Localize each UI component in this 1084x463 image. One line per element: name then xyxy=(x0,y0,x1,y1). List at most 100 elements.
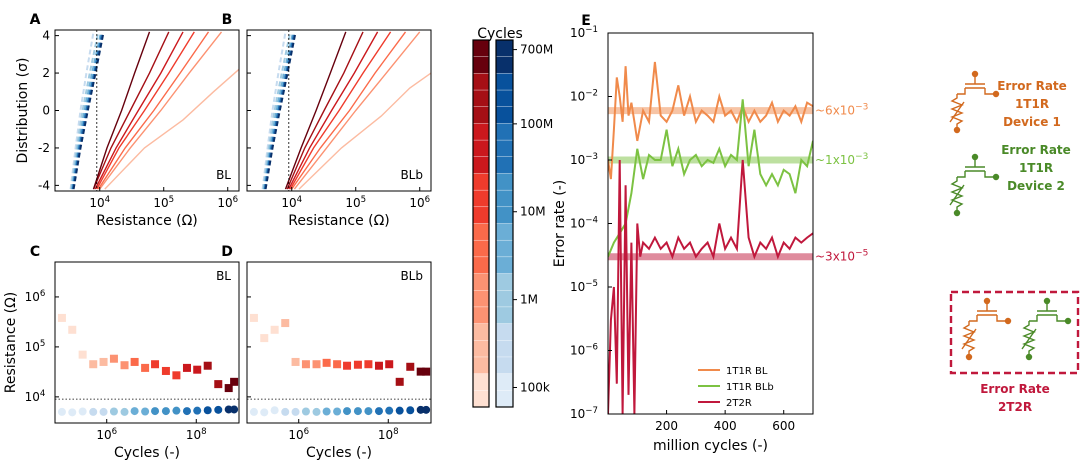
x-tick-label: 200 xyxy=(655,419,678,433)
panel-letter: C xyxy=(30,244,40,260)
hrs-point xyxy=(281,319,290,328)
colorbar-red-segment xyxy=(472,106,490,125)
colorbar-tick-label: 10M xyxy=(520,205,546,219)
colorbar-blue-segment xyxy=(495,323,514,341)
colorbar-red-segment xyxy=(472,290,490,308)
lrs-point xyxy=(203,406,212,415)
colorbar-red-segment xyxy=(472,306,490,325)
y-axis-label: Error rate (-) xyxy=(552,180,568,267)
hrs-curve-300k xyxy=(293,31,421,190)
hrs-point xyxy=(406,362,415,371)
panel-e-error-rate: ~6x10−3 ~1x10−3 ~3x10−5 200 400 600 10−7 10−6 10… xyxy=(552,13,868,454)
device-1-title-line: 1T1R xyxy=(1015,97,1049,111)
hrs-point xyxy=(203,361,212,370)
colorbar-cycles: 700M 100M 10M 1M 100k Cycles xyxy=(472,26,553,408)
lrs-point xyxy=(99,407,108,416)
colorbar-red-segment xyxy=(472,273,490,291)
y-tick-label: 10−2 xyxy=(570,89,598,104)
hrs-curve-100k xyxy=(298,72,432,190)
axes-frame xyxy=(54,261,240,424)
hrs-point xyxy=(230,377,239,386)
y-tick-label: -2 xyxy=(38,141,50,155)
hrs-point xyxy=(374,361,383,370)
lrs-curve-100M xyxy=(263,31,296,190)
series-line-2t2r xyxy=(608,159,813,414)
colorbar-red-segment xyxy=(472,323,490,341)
hrs-point xyxy=(109,354,118,363)
lrs-point xyxy=(333,407,342,416)
y-tick-label: 10−1 xyxy=(570,25,598,40)
panel-letter: D xyxy=(221,244,233,260)
colorbar-red-segment xyxy=(472,256,490,275)
hrs-point xyxy=(224,384,233,393)
transistor-drain xyxy=(984,88,995,95)
lrs-point xyxy=(364,407,373,416)
reference-label: ~6x10−3 xyxy=(815,103,868,118)
terminal-dot xyxy=(971,153,979,161)
hrs-point xyxy=(416,367,425,376)
panel-letter: B xyxy=(222,12,233,28)
hrs-curve-700M xyxy=(284,31,347,190)
panel-letter: E xyxy=(581,13,591,29)
colorbar-blue-segment xyxy=(495,123,514,141)
hrs-point xyxy=(395,377,404,386)
y-tick-label: -4 xyxy=(38,178,50,192)
axes-frame xyxy=(54,29,240,192)
terminal-dot xyxy=(1004,317,1012,325)
colorbar-red-segment xyxy=(472,173,490,191)
lrs-point xyxy=(395,406,404,415)
hrs-point xyxy=(270,325,279,334)
x-tick-label: 104 xyxy=(89,195,110,210)
pair-device-a-schematic xyxy=(961,297,1012,361)
x-tick-label: 106 xyxy=(409,195,430,210)
colorbar-blue-segment xyxy=(495,106,514,125)
panel-annotation: BLb xyxy=(400,269,423,283)
colorbar-tick-label: 700M xyxy=(520,43,553,57)
terminal-dot xyxy=(953,126,961,134)
lrs-point xyxy=(260,408,269,417)
x-axis-label: Resistance (Ω) xyxy=(96,213,198,229)
device-1-title-line: Error Rate xyxy=(997,79,1067,93)
y-tick-label: 2 xyxy=(42,66,50,80)
terminal-dot xyxy=(1025,353,1033,361)
y-tick-label: 0 xyxy=(42,104,50,118)
colorbar-red-segment xyxy=(472,223,490,241)
x-tick-label: 104 xyxy=(281,195,302,210)
y-tick-label: 10−4 xyxy=(570,216,598,231)
panel-c-resistance-bl: 106 108 104 105 106 Cycles (-) Resistance (Ω) B… xyxy=(3,244,240,461)
colorbar-blue-segment xyxy=(495,273,514,291)
device-1-title-line: Device 1 xyxy=(1003,115,1061,129)
y-tick-label: 106 xyxy=(25,289,46,304)
hrs-point xyxy=(385,360,394,369)
hrs-point xyxy=(364,360,373,369)
colorbar-tick-label: 100k xyxy=(520,381,550,395)
x-tick-label: 106 xyxy=(217,195,238,210)
x-axis-label: Cycles (-) xyxy=(306,445,372,461)
lrs-curve-700M xyxy=(264,31,297,190)
colorbar-blue-segment xyxy=(495,206,514,225)
hrs-point xyxy=(99,357,108,366)
panel-annotation: BL xyxy=(216,168,231,182)
panel-annotation: BLb xyxy=(400,168,423,182)
colorbar-blue-segment xyxy=(495,56,514,75)
colorbar-red-segment xyxy=(472,123,490,141)
panel-letter: A xyxy=(30,12,41,28)
lrs-curve-100k xyxy=(69,31,95,190)
lrs-point xyxy=(230,405,239,414)
colorbar-blue-segment xyxy=(495,223,514,241)
x-tick-label: 106 xyxy=(96,427,117,442)
lrs-point xyxy=(312,407,321,416)
lrs-curve-100k xyxy=(261,31,287,190)
pair-device-b-schematic xyxy=(1021,297,1072,361)
lrs-point xyxy=(141,407,150,416)
resistor-arrow xyxy=(1021,328,1037,350)
terminal-dot xyxy=(965,353,973,361)
reference-label: ~1x10−3 xyxy=(815,152,868,167)
hrs-point xyxy=(130,357,139,366)
terminal-dot xyxy=(971,70,979,78)
hrs-point xyxy=(172,371,181,380)
hrs-point xyxy=(120,361,129,370)
colorbar-red-segment xyxy=(472,156,490,175)
colorbar-blue-segment xyxy=(495,189,514,208)
hrs-point xyxy=(78,350,87,359)
